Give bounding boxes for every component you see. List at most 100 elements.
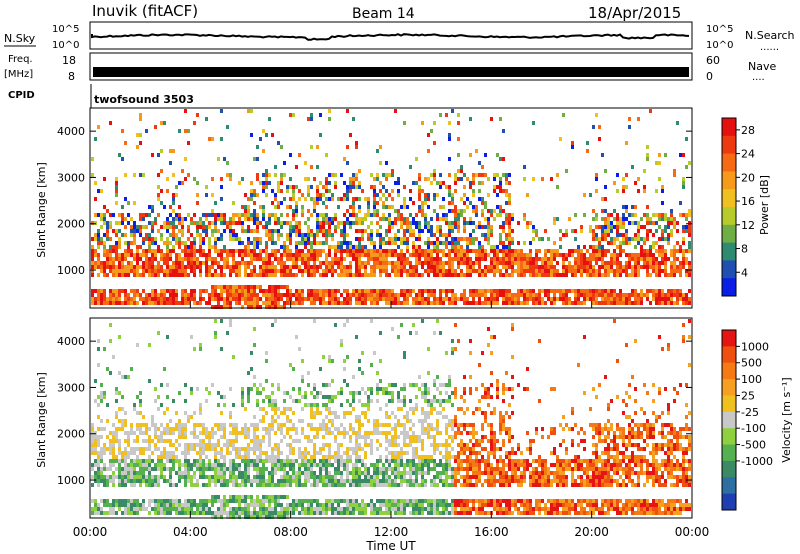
heatmap-cell [109, 463, 112, 467]
heatmap-cell [112, 507, 115, 511]
heatmap-cell [247, 431, 250, 435]
heatmap-cell [436, 237, 439, 241]
heatmap-cell [331, 273, 334, 277]
heatmap-cell [670, 269, 673, 273]
heatmap-cell [343, 225, 346, 229]
heatmap-cell [628, 273, 631, 277]
heatmap-cell [271, 419, 274, 423]
heatmap-cell [418, 189, 421, 193]
heatmap-cell [196, 233, 199, 237]
heatmap-cell [499, 261, 502, 265]
heatmap-cell [466, 297, 469, 301]
heatmap-cell [301, 269, 304, 273]
heatmap-cell [586, 265, 589, 269]
heatmap-cell [256, 495, 259, 499]
heatmap-cell [160, 293, 163, 297]
heatmap-cell [367, 261, 370, 265]
heatmap-cell [580, 293, 583, 297]
heatmap-cell [610, 221, 613, 225]
heatmap-cell [118, 447, 121, 451]
heatmap-cell [247, 209, 250, 213]
heatmap-cell [313, 257, 316, 261]
heatmap-cell [424, 297, 427, 301]
heatmap-cell [505, 257, 508, 261]
heatmap-cell [100, 471, 103, 475]
heatmap-cell [532, 301, 535, 305]
heatmap-cell [220, 285, 223, 289]
heatmap-cell [166, 335, 169, 339]
heatmap-cell [313, 411, 316, 415]
heatmap-cell [208, 225, 211, 229]
heatmap-cell [493, 301, 496, 305]
heatmap-cell [211, 289, 214, 293]
heatmap-cell [220, 253, 223, 257]
heatmap-cell [130, 249, 133, 253]
heatmap-cell [571, 253, 574, 257]
heatmap-cell [637, 221, 640, 225]
heatmap-cell [451, 301, 454, 305]
heatmap-cell [472, 293, 475, 297]
heatmap-cell [685, 297, 688, 301]
heatmap-cell [505, 261, 508, 265]
heatmap-cell [598, 225, 601, 229]
heatmap-cell [91, 253, 94, 257]
heatmap-cell [313, 479, 316, 483]
heatmap-cell [310, 475, 313, 479]
heatmap-cell [607, 233, 610, 237]
heatmap-cell [250, 479, 253, 483]
heatmap-cell [238, 241, 241, 245]
heatmap-cell [295, 209, 298, 213]
heatmap-cell [118, 241, 121, 245]
heatmap-cell [376, 213, 379, 217]
freq-label-2: [MHz] [4, 69, 33, 80]
heatmap-cell [607, 269, 610, 273]
heatmap-cell [172, 455, 175, 459]
heatmap-cell [634, 213, 637, 217]
heatmap-cell [274, 511, 277, 515]
heatmap-cell [310, 411, 313, 415]
heatmap-cell [346, 459, 349, 463]
heatmap-cell [376, 257, 379, 261]
heatmap-cell [553, 289, 556, 293]
heatmap-cell [418, 297, 421, 301]
heatmap-cell [124, 451, 127, 455]
heatmap-cell [316, 253, 319, 257]
heatmap-cell [403, 205, 406, 209]
heatmap-cell [274, 289, 277, 293]
heatmap-cell [334, 245, 337, 249]
heatmap-cell [499, 249, 502, 253]
heatmap-cell [211, 221, 214, 225]
heatmap-cell [661, 297, 664, 301]
heatmap-cell [280, 451, 283, 455]
heatmap-cell [190, 217, 193, 221]
heatmap-cell [133, 467, 136, 471]
heatmap-cell [244, 301, 247, 305]
heatmap-cell [196, 221, 199, 225]
heatmap-cell [382, 261, 385, 265]
heatmap-cell [634, 221, 637, 225]
heatmap-cell [229, 269, 232, 273]
heatmap-cell [184, 109, 187, 113]
heatmap-cell [295, 439, 298, 443]
heatmap-cell [463, 293, 466, 297]
heatmap-cell [286, 237, 289, 241]
heatmap-cell [559, 289, 562, 293]
heatmap-cell [319, 479, 322, 483]
heatmap-cell [277, 301, 280, 305]
heatmap-cell [298, 467, 301, 471]
heatmap-cell [496, 205, 499, 209]
heatmap-cell [145, 297, 148, 301]
heatmap-cell [151, 261, 154, 265]
heatmap-cell [232, 269, 235, 273]
heatmap-cell [223, 221, 226, 225]
heatmap-cell [232, 249, 235, 253]
heatmap-cell [325, 253, 328, 257]
heatmap-cell [400, 249, 403, 253]
heatmap-cell [607, 229, 610, 233]
heatmap-cell [265, 185, 268, 189]
heatmap-cell [139, 213, 142, 217]
heatmap-cell [454, 221, 457, 225]
heatmap-cell [139, 173, 142, 177]
heatmap-cell [307, 249, 310, 253]
heatmap-cell [259, 467, 262, 471]
